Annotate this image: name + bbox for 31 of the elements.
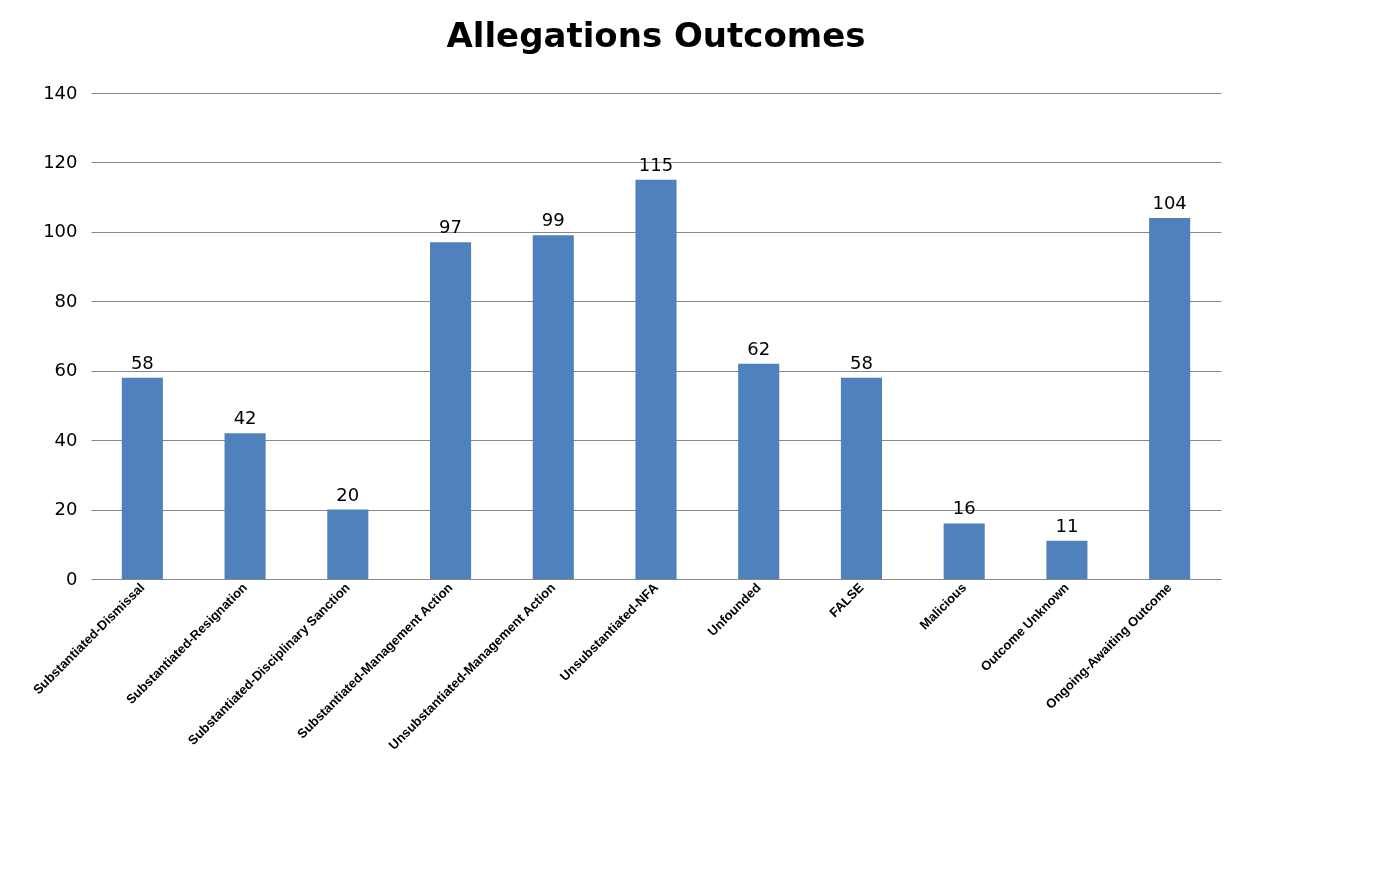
bar [943,523,985,579]
y-tick-label: 60 [54,359,78,381]
y-tick-label: 80 [54,289,78,311]
data-label: 97 [439,216,462,238]
y-tick-label: 20 [54,498,78,520]
data-label: 20 [336,483,360,505]
data-label: 104 [1152,191,1187,213]
bar [738,363,780,579]
data-label: 99 [541,209,565,231]
bar [1046,540,1088,579]
bar [224,433,266,579]
bar [532,235,574,579]
data-label: 115 [638,153,674,175]
y-tick-label: 40 [54,428,78,450]
data-label: 42 [233,407,257,429]
bar [430,242,472,579]
bar [327,509,369,579]
data-label: 62 [747,337,771,359]
y-tick-label: 0 [66,567,78,589]
bar [1149,217,1191,579]
data-label: 16 [952,497,976,519]
bar [840,377,882,579]
y-tick-label: 120 [43,150,78,172]
y-tick-label: 100 [43,220,78,242]
bar [635,179,677,579]
data-label: 11 [1055,514,1079,536]
y-tick-label: 140 [43,81,78,103]
bar [121,377,163,579]
chart-title: Allegations Outcomes [446,15,866,55]
data-label: 58 [130,351,154,373]
data-label: 58 [850,351,873,373]
